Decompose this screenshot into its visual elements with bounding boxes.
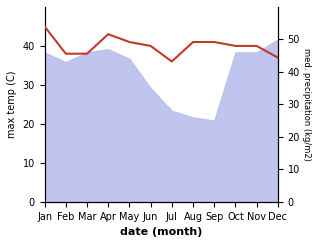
Y-axis label: med. precipitation (kg/m2): med. precipitation (kg/m2) — [302, 48, 311, 161]
X-axis label: date (month): date (month) — [120, 227, 203, 237]
Y-axis label: max temp (C): max temp (C) — [7, 71, 17, 138]
